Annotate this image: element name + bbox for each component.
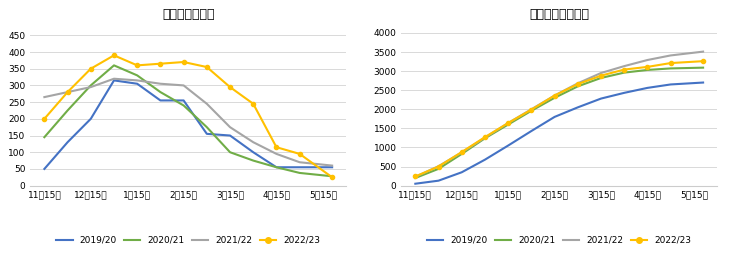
Legend: 2019/20, 2020/21, 2021/22, 2022/23: 2019/20, 2020/21, 2021/22, 2022/23 xyxy=(424,232,695,248)
Title: 印度累计产糖进度: 印度累计产糖进度 xyxy=(529,8,589,21)
Title: 印度月度产糖量: 印度月度产糖量 xyxy=(162,8,214,21)
Legend: 2019/20, 2020/21, 2021/22, 2022/23: 2019/20, 2020/21, 2021/22, 2022/23 xyxy=(53,232,324,248)
